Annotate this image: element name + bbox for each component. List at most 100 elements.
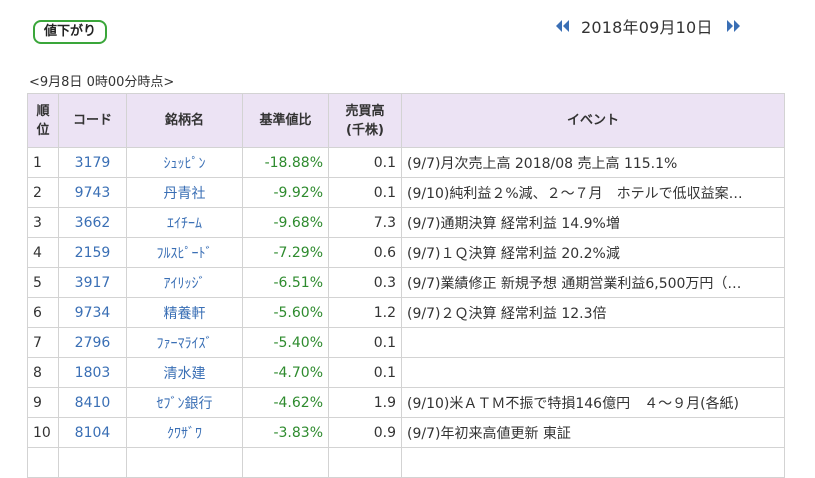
stock-name-link[interactable]: ｸﾜｻﾞﾜ [167,425,202,442]
table-row: 3 3662 ｴｲﾁｰﾑ -9.68% 7.3 (9/7)通期決算 経常利益 1… [27,207,785,238]
table-row: 6 9734 精養軒 -5.60% 1.2 (9/7)２Ｑ決算 経常利益 12.… [27,297,785,328]
name-cell[interactable]: 丹青社 [126,177,243,208]
stock-name-link[interactable]: 清水建 [163,365,206,382]
event-cell [401,357,785,388]
code-cell[interactable]: 3662 [58,207,127,238]
code-cell[interactable]: 3179 [58,147,127,178]
change-cell: -5.40% [242,327,329,358]
code-cell[interactable]: 2159 [58,237,127,268]
volume-cell: 0.1 [328,357,402,388]
stock-name-link[interactable]: 精養軒 [163,305,206,322]
name-cell[interactable]: 清水建 [126,357,243,388]
code-link[interactable]: 3179 [74,154,111,171]
ranking-table: 順 位 コード 銘柄名 基準値比 売買高 (千株) イベント 1 3179 ｼｭ… [27,93,785,478]
event-cell: (9/7)年初来高値更新 東証 [401,417,785,448]
code-link[interactable]: 2159 [74,244,111,261]
rank-cell [27,447,59,478]
name-cell[interactable]: ｴｲﾁｰﾑ [126,207,243,238]
double-left-arrow-icon [556,20,569,32]
event-cell: (9/7)通期決算 経常利益 14.9%増 [401,207,785,238]
table-row: 9 8410 ｾﾌﾞﾝ銀行 -4.62% 1.9 (9/10)米ＡＴＭ不振で特損… [27,387,785,418]
code-link[interactable]: 9743 [74,184,111,201]
volume-header-line1: 売買高 [345,103,385,119]
event-cell: (9/10)純利益２%減、２～７月 ホテルで低収益案… [401,177,785,208]
rank-cell: 8 [27,357,59,388]
code-link[interactable]: 1803 [74,364,111,381]
column-header-code: コード [58,93,127,148]
change-cell: -4.62% [242,387,329,418]
table-row: 2 9743 丹青社 -9.92% 0.1 (9/10)純利益２%減、２～７月 … [27,177,785,208]
table-header-row: 順 位 コード 銘柄名 基準値比 売買高 (千株) イベント [27,93,785,148]
code-cell[interactable]: 1803 [58,357,127,388]
code-cell[interactable]: 9743 [58,177,127,208]
code-cell[interactable]: 8104 [58,417,127,448]
code-cell[interactable]: 8410 [58,387,127,418]
next-date-button[interactable] [725,19,741,33]
name-cell[interactable]: ｱｲﾘｯｼﾞ [126,267,243,298]
volume-header-line2: (千株) [346,122,384,138]
stock-name-link[interactable]: ｼｭｯﾋﾟﾝ [163,155,206,172]
code-link[interactable]: 8410 [74,394,111,411]
stock-name-link[interactable]: ｴｲﾁｰﾑ [167,215,202,232]
change-cell: -3.83% [242,417,329,448]
volume-cell: 0.3 [328,267,402,298]
event-cell: (9/7)月次売上高 2018/08 売上高 115.1% [401,147,785,178]
date-navigator: 2018年09月10日 [555,13,741,39]
event-cell: (9/10)米ＡＴＭ不振で特損146億円 ４～９月(各紙) [401,387,785,418]
stock-name-link[interactable]: 丹青社 [163,185,206,202]
code-link[interactable]: 2796 [74,334,111,351]
name-cell[interactable]: 精養軒 [126,297,243,328]
table-row: 4 2159 ﾌﾙｽﾋﾟｰﾄﾞ -7.29% 0.6 (9/7)１Ｑ決算 経常利… [27,237,785,268]
volume-cell: 1.9 [328,387,402,418]
prev-date-button[interactable] [555,19,571,33]
volume-cell [328,447,402,478]
change-cell: -4.70% [242,357,329,388]
code-cell[interactable]: 3917 [58,267,127,298]
volume-cell: 1.2 [328,297,402,328]
change-cell: -18.88% [242,147,329,178]
code-link[interactable]: 3917 [74,274,111,291]
table-row: 10 8104 ｸﾜｻﾞﾜ -3.83% 0.9 (9/7)年初来高値更新 東証 [27,417,785,448]
stock-name-link[interactable]: ﾌｧｰﾏﾗｲｽﾞ [156,335,213,352]
as-of-timestamp: <9月8日 0時00分時点> [29,75,175,90]
event-cell [401,447,785,478]
name-cell[interactable]: ﾌｧｰﾏﾗｲｽﾞ [126,327,243,358]
rank-cell: 10 [27,417,59,448]
code-link[interactable]: 3662 [74,214,111,231]
change-cell: -9.92% [242,177,329,208]
rank-cell: 6 [27,297,59,328]
name-cell[interactable] [126,447,243,478]
table-row: 8 1803 清水建 -4.70% 0.1 [27,357,785,388]
code-cell[interactable] [58,447,127,478]
name-cell[interactable]: ｾﾌﾞﾝ銀行 [126,387,243,418]
category-badge: 値下がり [33,20,107,44]
stock-name-link[interactable]: ｾﾌﾞﾝ銀行 [156,395,213,412]
column-header-rank: 順 位 [27,93,59,148]
name-cell[interactable]: ﾌﾙｽﾋﾟｰﾄﾞ [126,237,243,268]
rank-cell: 4 [27,237,59,268]
name-cell[interactable]: ｼｭｯﾋﾟﾝ [126,147,243,178]
stock-name-link[interactable]: ﾌﾙｽﾋﾟｰﾄﾞ [156,245,213,262]
event-cell [401,327,785,358]
volume-cell: 0.6 [328,237,402,268]
event-cell: (9/7)業績修正 新規予想 通期営業利益6,500万円（… [401,267,785,298]
change-cell: -7.29% [242,237,329,268]
code-link[interactable]: 9734 [74,304,111,321]
code-link[interactable]: 8104 [74,424,111,441]
volume-cell: 0.9 [328,417,402,448]
volume-cell: 0.1 [328,177,402,208]
volume-cell: 0.1 [328,147,402,178]
event-cell: (9/7)２Ｑ決算 経常利益 12.3倍 [401,297,785,328]
stock-name-link[interactable]: ｱｲﾘｯｼﾞ [163,275,206,292]
rank-cell: 1 [27,147,59,178]
column-header-change: 基準値比 [242,93,329,148]
code-cell[interactable]: 2796 [58,327,127,358]
name-cell[interactable]: ｸﾜｻﾞﾜ [126,417,243,448]
code-cell[interactable]: 9734 [58,297,127,328]
change-cell: -6.51% [242,267,329,298]
column-header-event: イベント [401,93,785,148]
table-row [27,447,785,478]
column-header-volume: 売買高 (千株) [328,93,402,148]
column-header-name: 銘柄名 [126,93,243,148]
change-cell: -9.68% [242,207,329,238]
